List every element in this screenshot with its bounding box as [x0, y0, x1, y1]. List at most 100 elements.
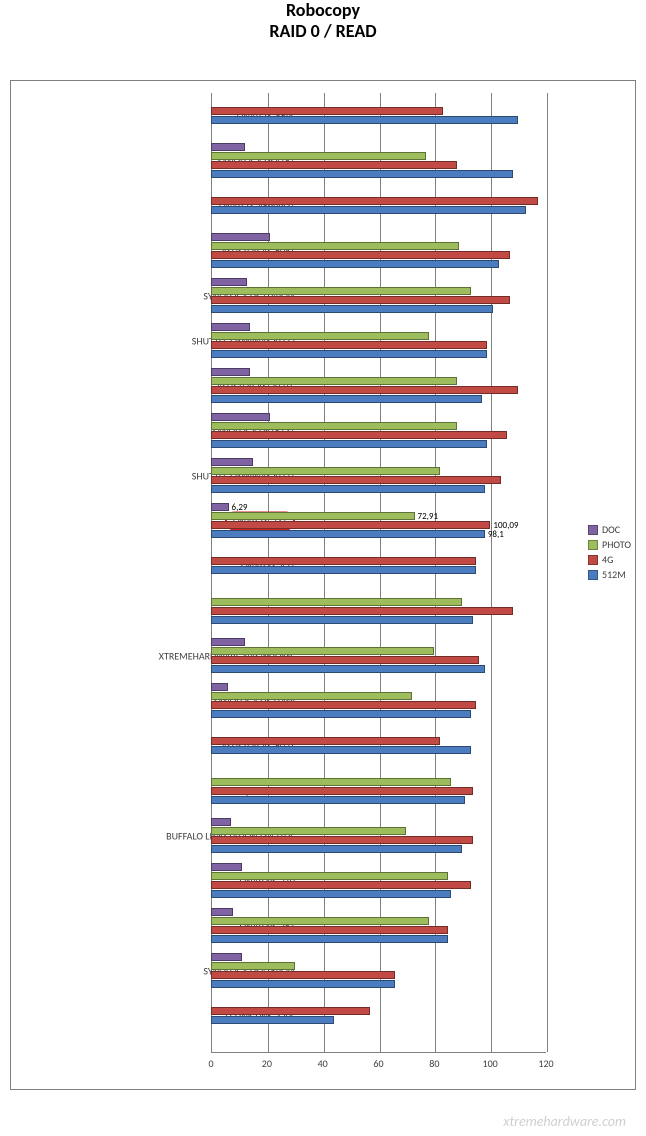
chart-container: DOCPHOTO4G512M 020406080100120QNAP TS-56… — [10, 80, 636, 1090]
bar-4g — [211, 836, 473, 844]
bar-doc — [211, 323, 250, 331]
bar-4g — [211, 161, 457, 169]
bar-4g — [211, 607, 513, 615]
bar-photo — [211, 598, 462, 606]
bar-doc — [211, 368, 250, 376]
bar-512m — [211, 440, 487, 448]
legend-swatch — [588, 525, 598, 535]
bar-512m — [211, 566, 476, 574]
legend-swatch — [588, 555, 598, 565]
bar-doc — [211, 458, 253, 466]
bar-4g — [211, 1007, 370, 1015]
legend-item: DOC — [588, 523, 631, 536]
bar-doc — [211, 863, 242, 871]
bar-4g — [211, 701, 476, 709]
x-tick-label: 80 — [429, 1057, 439, 1070]
bar-512m — [211, 710, 471, 718]
bar-4g — [211, 431, 507, 439]
legend-label: 512M — [602, 568, 626, 581]
chart-title: Robocopy RAID 0 / READ — [0, 0, 646, 41]
legend-item: 4G — [588, 553, 631, 566]
bar-doc — [211, 143, 245, 151]
title-line2: RAID 0 / READ — [0, 21, 646, 42]
gridline — [547, 93, 548, 1052]
bar-512m — [211, 935, 448, 943]
watermark: xtremehardware.com — [503, 1113, 626, 1130]
bar-doc — [211, 683, 228, 691]
legend-label: PHOTO — [602, 538, 631, 551]
bar-4g — [211, 737, 440, 745]
bar-photo — [211, 242, 459, 250]
bar-doc — [211, 233, 270, 241]
gridline — [491, 93, 492, 1052]
x-tick-label: 0 — [208, 1057, 213, 1070]
bar-512m — [211, 845, 462, 853]
bar-512m — [211, 665, 485, 673]
bar-photo — [211, 287, 471, 295]
bar-doc — [211, 908, 233, 916]
bar-512m — [211, 746, 471, 754]
bar-doc — [211, 278, 247, 286]
legend-label: DOC — [602, 523, 620, 536]
bar-512m — [211, 1016, 334, 1024]
bar-photo — [211, 647, 434, 655]
bar-512m — [211, 116, 518, 124]
bar-photo — [211, 962, 295, 970]
legend-item: PHOTO — [588, 538, 631, 551]
bar-4g — [211, 926, 448, 934]
x-tick-label: 100 — [483, 1057, 498, 1070]
bar-value-label: 98,1 — [488, 529, 504, 540]
bar-photo — [211, 332, 429, 340]
bar-photo — [211, 827, 406, 835]
bar-512m — [211, 530, 485, 538]
bar-4g — [211, 557, 476, 565]
bar-photo — [211, 917, 429, 925]
bar-4g — [211, 521, 490, 529]
bar-photo — [211, 692, 412, 700]
bar-photo — [211, 377, 457, 385]
x-tick-label: 120 — [538, 1057, 553, 1070]
bar-512m — [211, 170, 513, 178]
title-line1: Robocopy — [0, 0, 646, 21]
bar-4g — [211, 197, 538, 205]
bar-4g — [211, 341, 487, 349]
legend-swatch — [588, 570, 598, 580]
x-tick-label: 40 — [318, 1057, 328, 1070]
bar-4g — [211, 107, 443, 115]
bar-4g — [211, 787, 473, 795]
bar-doc — [211, 503, 229, 511]
bar-4g — [211, 476, 501, 484]
bar-512m — [211, 395, 482, 403]
bar-photo — [211, 872, 448, 880]
legend-swatch — [588, 540, 598, 550]
bar-photo — [211, 152, 426, 160]
bar-4g — [211, 386, 518, 394]
bar-doc — [211, 818, 231, 826]
bar-512m — [211, 616, 473, 624]
bar-4g — [211, 971, 395, 979]
bar-4g — [211, 881, 471, 889]
bar-512m — [211, 206, 526, 214]
bar-doc — [211, 413, 270, 421]
legend-label: 4G — [602, 553, 613, 566]
bar-photo — [211, 512, 415, 520]
bar-512m — [211, 305, 493, 313]
legend: DOC PHOTO 4G 512M — [588, 521, 631, 583]
bar-doc — [211, 638, 245, 646]
bar-4g — [211, 296, 510, 304]
bar-doc — [211, 953, 242, 961]
bar-512m — [211, 890, 451, 898]
bar-4g — [211, 656, 479, 664]
x-tick-label: 20 — [262, 1057, 272, 1070]
x-tick-label: 60 — [373, 1057, 383, 1070]
bar-photo — [211, 778, 451, 786]
bar-512m — [211, 260, 499, 268]
bar-512m — [211, 980, 395, 988]
bar-4g — [211, 251, 510, 259]
bar-photo — [211, 467, 440, 475]
bar-512m — [211, 485, 485, 493]
bar-photo — [211, 422, 457, 430]
bar-512m — [211, 796, 465, 804]
bar-512m — [211, 350, 487, 358]
legend-item: 512M — [588, 568, 631, 581]
